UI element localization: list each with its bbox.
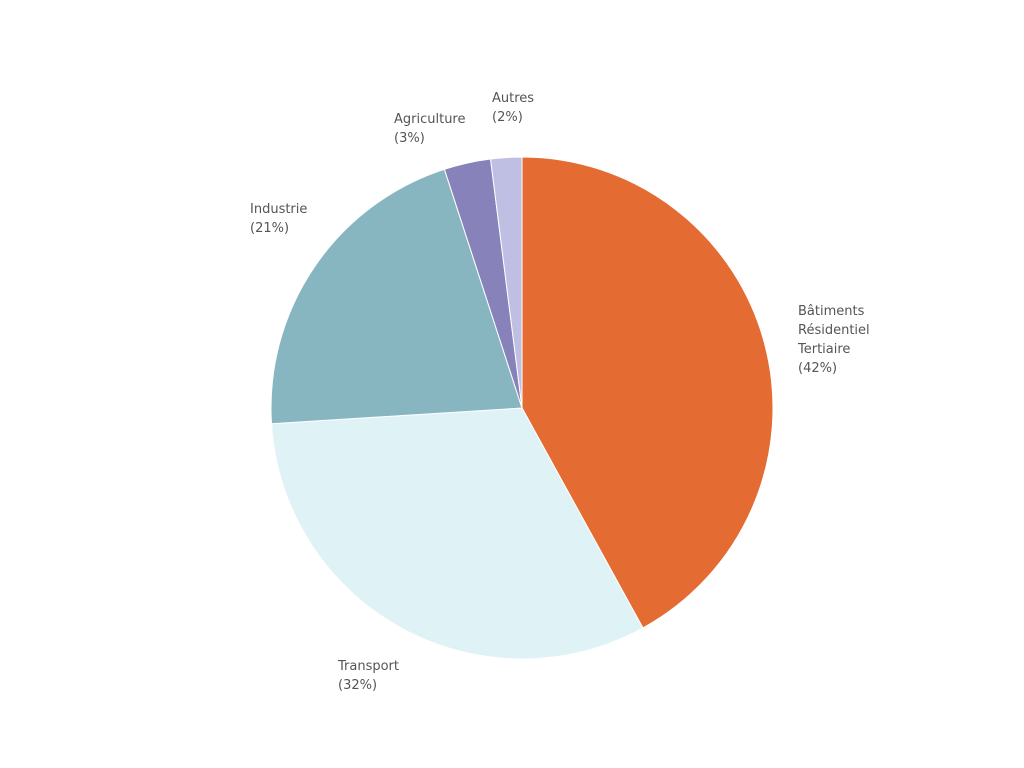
- slice-label: Bâtiments Résidentiel Tertiaire (42%): [798, 302, 870, 378]
- category-label: Autres: [492, 91, 535, 106]
- pie-slice: [521, 156, 774, 629]
- slice-label: Industrie (21%): [250, 200, 307, 238]
- category-label: Agriculture: [394, 112, 466, 127]
- category-label: Transport: [338, 659, 400, 674]
- category-label: Industrie: [250, 202, 308, 217]
- value-label: (2%): [492, 110, 523, 125]
- category-label: Bâtiments Résidentiel Tertiaire: [798, 304, 870, 357]
- value-label: (32%): [338, 678, 378, 693]
- value-label: (42%): [798, 361, 838, 376]
- value-label: (3%): [394, 131, 425, 146]
- value-label: (21%): [250, 221, 290, 236]
- pie-slice: [270, 168, 523, 425]
- slice-label: Transport (32%): [338, 657, 399, 695]
- pie-slice: [489, 156, 523, 409]
- pie-slice: [270, 407, 644, 660]
- slice-label: Agriculture (3%): [394, 110, 466, 148]
- slice-label: Autres (2%): [492, 89, 534, 127]
